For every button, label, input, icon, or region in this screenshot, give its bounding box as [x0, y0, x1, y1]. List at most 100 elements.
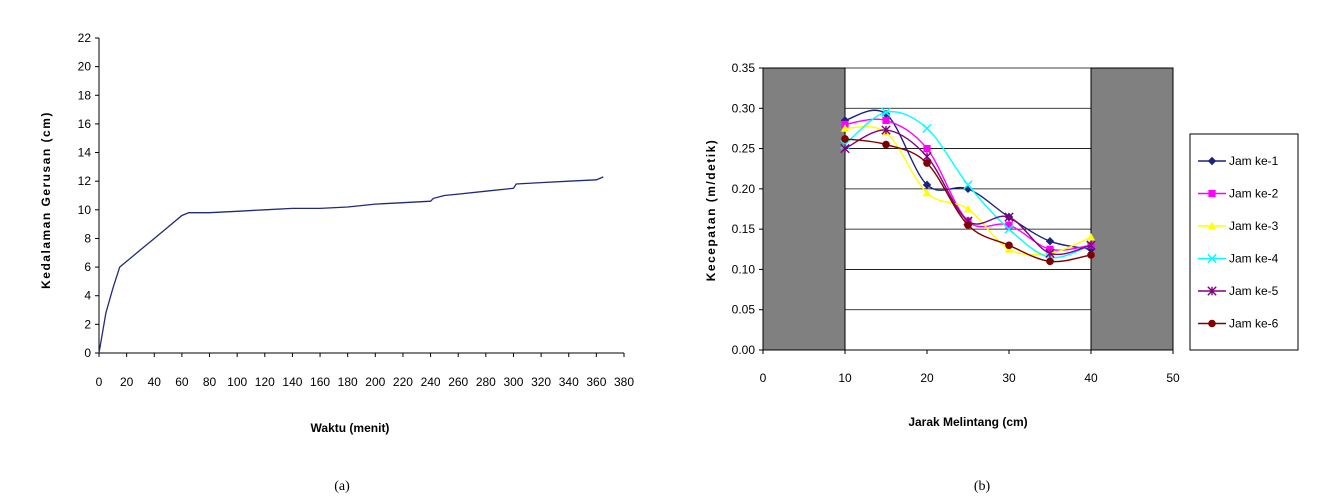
b-x-tick-label: 40 [1084, 371, 1098, 385]
b-data-point [922, 180, 932, 190]
a-x-tick-label: 380 [614, 375, 634, 389]
b-legend-label: Jam ke-2 [1229, 187, 1279, 201]
b-series-5 [840, 125, 1096, 259]
b-data-point [881, 125, 891, 135]
b-data-point [1087, 251, 1095, 259]
b-data-point [1005, 241, 1013, 250]
b-y-tick-label: 0.20 [732, 182, 756, 196]
b-x-tick-label: 30 [1002, 371, 1016, 385]
a-y-tick-label: 8 [84, 231, 91, 245]
a-y-ticks: 0 2 4 6 8 10 12 14 16 18 20 22 [78, 31, 99, 360]
a-x-tick-label: 120 [255, 375, 275, 389]
b-y-ticks: 0.00 0.05 0.10 0.15 0.20 0.25 0.30 0.35 [732, 61, 763, 357]
b-x-tick-label: 0 [760, 371, 767, 385]
a-y-tick-label: 14 [78, 146, 92, 160]
b-data-point [1004, 224, 1014, 234]
b-x-axis-title: Jarak Melintang (cm) [908, 415, 1027, 429]
b-legend-marker [1207, 286, 1217, 296]
a-x-tick-label: 60 [175, 375, 189, 389]
b-legend-item: Jam ke-4 [1198, 252, 1279, 266]
b-data-point [923, 144, 931, 153]
b-shaded-region [1090, 67, 1174, 351]
b-y-tick-label: 0.00 [732, 343, 756, 357]
b-legend-label: Jam ke-3 [1229, 219, 1279, 233]
b-data-point [1004, 212, 1014, 222]
b-shaded-region [762, 67, 846, 351]
a-x-tick-label: 180 [338, 375, 358, 389]
b-series-6 [841, 135, 1095, 266]
b-x-ticks: 0 10 20 30 40 50 [760, 350, 1180, 385]
chart-b: 0.00 0.05 0.10 0.15 0.20 0.25 0.30 0.35 0 10 20 30… [704, 61, 1299, 494]
b-legend-item: Jam ke-2 [1198, 187, 1279, 201]
a-caption: (a) [334, 479, 350, 494]
b-legend-marker [1207, 253, 1217, 264]
b-data-point [1086, 240, 1096, 250]
a-y-tick-label: 12 [78, 174, 92, 188]
b-data-point [840, 124, 850, 132]
a-y-tick-label: 22 [78, 31, 92, 45]
a-y-tick-label: 20 [78, 60, 92, 74]
a-x-tick-label: 240 [421, 375, 441, 389]
a-x-tick-label: 160 [310, 375, 330, 389]
b-data-point [922, 123, 932, 134]
a-x-tick-label: 300 [503, 375, 523, 389]
b-series-group [840, 107, 1096, 266]
a-x-tick-label: 80 [203, 375, 217, 389]
b-legend-marker [1207, 156, 1217, 166]
b-shaded-regions [762, 67, 1174, 351]
b-data-point [881, 107, 891, 118]
b-caption: (b) [974, 479, 991, 494]
b-data-point [841, 135, 849, 143]
a-x-tick-label: 140 [282, 375, 302, 389]
a-y-tick-label: 6 [84, 260, 91, 274]
a-y-tick-label: 10 [78, 203, 92, 217]
b-legend-label: Jam ke-4 [1229, 252, 1279, 266]
b-legend-item: Jam ke-6 [1198, 317, 1279, 331]
a-y-axis-title: Kedalaman Gerusan (cm) [39, 111, 53, 289]
b-y-tick-label: 0.15 [732, 222, 756, 236]
a-x-ticks: 0 20 40 60 80 100 120 140 160 180 200 220 240 260 280 3… [96, 353, 634, 389]
a-y-tick-label: 18 [78, 88, 92, 102]
a-x-tick-label: 220 [393, 375, 413, 389]
a-x-tick-label: 360 [586, 375, 606, 389]
b-y-axis-title: Kecepatan (m/detik) [704, 139, 718, 282]
a-x-tick-label: 100 [227, 375, 247, 389]
b-x-tick-label: 10 [838, 371, 852, 385]
a-x-tick-label: 200 [365, 375, 385, 389]
b-data-point [882, 140, 890, 149]
b-x-tick-label: 50 [1166, 371, 1180, 385]
b-data-point [922, 188, 932, 197]
b-data-point [964, 221, 972, 229]
b-legend-marker [1208, 319, 1216, 328]
a-y-tick-label: 2 [84, 317, 91, 331]
b-legend-label: Jam ke-1 [1229, 154, 1279, 168]
a-x-tick-label: 20 [120, 375, 134, 389]
b-legend-label: Jam ke-5 [1229, 284, 1279, 298]
b-legend-item: Jam ke-1 [1198, 154, 1279, 168]
b-x-tick-label: 20 [920, 371, 934, 385]
a-y-tick-label: 16 [78, 117, 92, 131]
b-legend-box [1189, 133, 1299, 351]
b-y-tick-label: 0.10 [732, 262, 756, 276]
a-y-tick-label: 4 [84, 289, 91, 303]
b-legend-marker [1208, 189, 1216, 198]
b-data-point [840, 143, 850, 154]
b-data-point [882, 116, 890, 124]
a-x-axis-title: Waktu (menit) [311, 421, 390, 435]
b-gridlines [845, 67, 1091, 351]
b-data-point [1046, 257, 1054, 266]
b-y-tick-label: 0.35 [732, 61, 756, 75]
a-x-tick-label: 280 [476, 375, 496, 389]
a-y-tick-label: 0 [84, 346, 91, 360]
a-x-tick-label: 260 [448, 375, 468, 389]
a-x-tick-label: 340 [559, 375, 579, 389]
b-y-tick-label: 0.05 [732, 303, 756, 317]
b-legend: Jam ke-1 Jam ke-2 Jam ke-3 Jam ke-4 Jam ke-5… [1189, 133, 1299, 351]
b-data-point [923, 159, 931, 167]
b-data-point [1045, 237, 1055, 246]
b-data-point [963, 204, 973, 213]
b-legend-marker [1207, 221, 1217, 230]
a-series-line [98, 176, 604, 354]
a-x-tick-label: 40 [148, 375, 162, 389]
